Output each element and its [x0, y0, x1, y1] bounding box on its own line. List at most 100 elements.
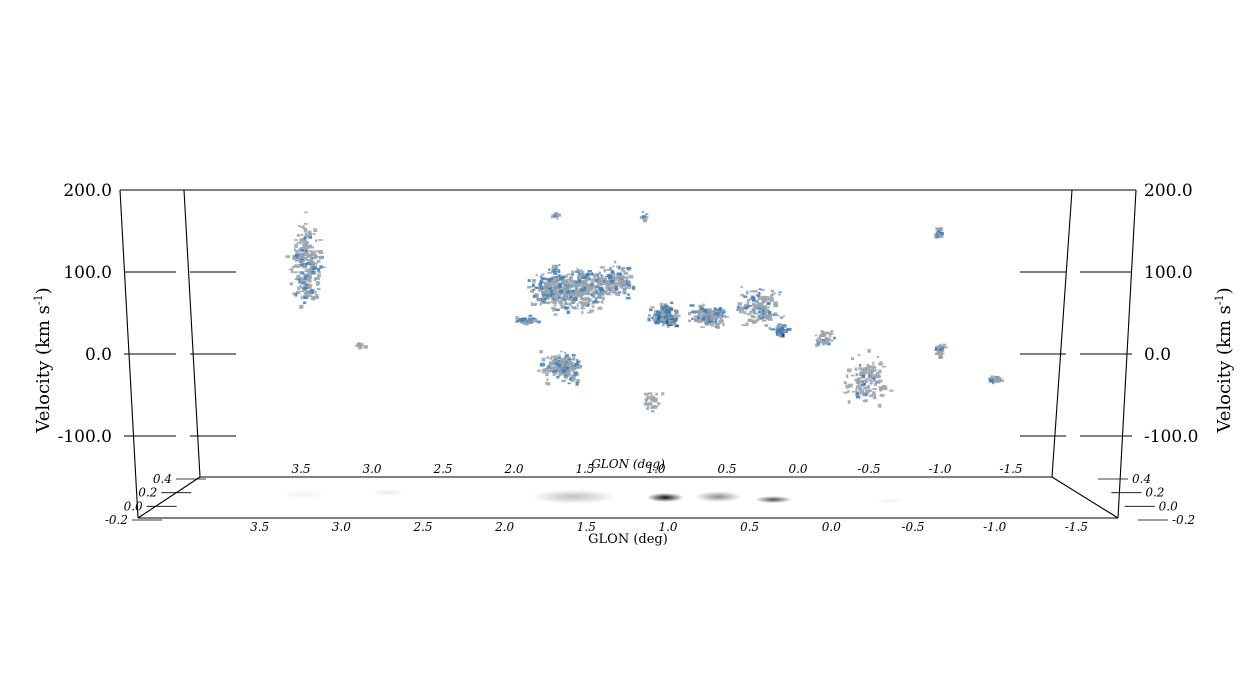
cloud-pixel	[552, 270, 558, 275]
cloud-pixel	[659, 302, 664, 307]
cloud-pixel	[941, 345, 947, 347]
cloud-pixel	[299, 276, 304, 280]
cloud-pixel	[303, 263, 308, 265]
cloud-pixel	[554, 355, 559, 360]
cloud-pixel	[652, 405, 656, 408]
cloud-pixel	[882, 365, 887, 368]
cloud-pixel	[317, 267, 321, 272]
cloud-pixel	[860, 389, 865, 394]
cloud-pixel	[755, 305, 759, 309]
cloud-pixel	[292, 292, 296, 296]
cloud-pixel	[740, 286, 744, 288]
cloud-pixel	[555, 294, 560, 297]
emission-cloud	[355, 342, 368, 350]
cloud-pixel	[559, 276, 564, 281]
cloud-pixel	[768, 310, 772, 315]
cloud-pixel	[872, 377, 876, 381]
cloud-pixel	[567, 372, 571, 377]
cloud-pixel	[303, 222, 308, 225]
cloud-pixel	[661, 308, 665, 311]
emission-cloud	[934, 227, 944, 239]
cloud-pixel	[599, 277, 604, 280]
cloud-pixel	[587, 290, 590, 295]
cloud-pixel	[566, 273, 571, 276]
cloud-pixel	[308, 283, 312, 286]
cloud-pixel	[594, 290, 597, 295]
cloud-pixel	[569, 292, 575, 297]
cloud-pixel	[525, 318, 529, 322]
cloud-pixel	[316, 284, 320, 286]
cloud-pixel	[700, 326, 706, 328]
velocity-tick-label-right: 0.0	[1144, 345, 1171, 365]
glat-tick-label-left: 0.4	[153, 472, 172, 486]
cloud-pixel	[601, 278, 604, 282]
cloud-pixel	[867, 385, 870, 388]
cloud-pixel	[667, 324, 670, 329]
cloud-pixel	[562, 366, 567, 371]
cloud-pixel	[879, 393, 885, 397]
cloud-pixel	[660, 317, 665, 322]
glon-tick-label-back: 0.0	[788, 462, 807, 476]
cloud-pixel	[526, 286, 531, 289]
cloud-pixel	[304, 211, 308, 214]
cloud-pixel	[993, 376, 998, 380]
cloud-pixel	[875, 372, 880, 375]
cloud-pixel	[822, 332, 827, 336]
cloud-pixel	[782, 329, 787, 334]
cloud-pixel	[299, 256, 305, 260]
cloud-pixel	[749, 290, 754, 293]
cloud-pixel	[783, 315, 786, 317]
velocity-tick-label-left: 200.0	[63, 181, 112, 201]
cloud-pixel	[579, 290, 583, 294]
cloud-pixel	[825, 338, 829, 341]
cloud-pixel	[650, 406, 654, 409]
cloud-pixel	[545, 381, 550, 385]
cloud-pixel	[878, 362, 883, 366]
cloud-pixel	[701, 313, 705, 318]
cloud-pixel	[556, 292, 561, 295]
cloud-pixel	[291, 266, 295, 269]
cloud-pixel	[605, 287, 608, 290]
glat-tick-label-right: 0.2	[1145, 486, 1164, 500]
cloud-pixel	[697, 319, 702, 321]
cloud-pixel	[555, 298, 560, 302]
cloud-pixel	[717, 316, 722, 319]
cloud-pixel	[627, 280, 630, 284]
cloud-pixel	[871, 391, 876, 395]
cloud-pixel	[706, 309, 711, 313]
cloud-pixel	[306, 253, 310, 258]
cloud-pixel	[318, 239, 323, 241]
cloud-pixel	[889, 389, 894, 392]
cloud-pixel	[316, 259, 321, 263]
cloud-pixel	[558, 264, 561, 266]
cloud-pixel	[616, 265, 620, 268]
cloud-pixel	[578, 301, 583, 304]
cloud-pixel	[612, 290, 617, 294]
cloud-pixel	[598, 276, 602, 279]
cloud-pixel	[935, 228, 940, 231]
emission-cloud	[647, 301, 681, 329]
emission-cloud	[515, 314, 541, 326]
cloud-pixel	[581, 310, 584, 315]
cloud-pixel	[999, 379, 1004, 382]
cloud-pixel	[624, 276, 628, 279]
cloud-pixel	[855, 380, 861, 384]
cloud-pixel	[763, 307, 767, 311]
cloud-pixel	[556, 375, 560, 379]
cloud-pixel	[623, 279, 628, 283]
cloud-pixel	[992, 381, 995, 385]
cloud-pixel	[309, 260, 313, 264]
frame-left-inner-edge	[183, 189, 201, 478]
cloud-pixel	[939, 348, 943, 351]
cloud-pixel	[576, 268, 579, 272]
cloud-pixel	[520, 319, 525, 322]
cloud-pixel	[558, 285, 563, 289]
cloud-pixel	[826, 337, 831, 341]
velocity-tick-label-left: 0.0	[85, 345, 112, 365]
cloud-pixel	[722, 311, 725, 314]
cloud-pixel	[753, 303, 756, 307]
cloud-pixel	[299, 246, 304, 251]
cloud-pixel	[558, 372, 561, 376]
cloud-pixel	[621, 275, 625, 279]
cloud-pixel	[549, 361, 552, 364]
